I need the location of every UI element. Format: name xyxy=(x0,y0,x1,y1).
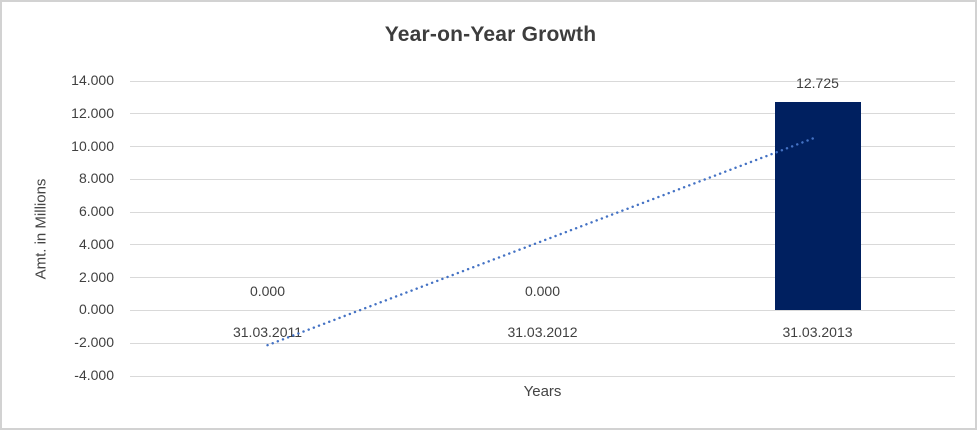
gridline xyxy=(130,113,955,115)
x-tick-label: 31.03.2011 xyxy=(232,324,303,340)
data-label: 12.725 xyxy=(796,74,839,91)
y-tick-label: 8.000 xyxy=(78,170,114,187)
x-tick-label: 31.03.2012 xyxy=(507,324,578,340)
chart-title: Year-on-Year Growth xyxy=(384,23,597,46)
y-tick-label: 6.000 xyxy=(78,203,114,220)
y-tick-label: -4.000 xyxy=(74,367,114,383)
y-tick-label: 14.000 xyxy=(71,72,114,88)
bar-31.03.2013 xyxy=(774,101,861,311)
data-label: 0.000 xyxy=(249,283,286,300)
gridline xyxy=(130,342,955,344)
y-tick-label: 12.000 xyxy=(71,104,114,121)
y-tick-label: 4.000 xyxy=(78,235,114,252)
y-tick-label: -2.000 xyxy=(74,334,114,351)
gridline xyxy=(130,80,955,82)
x-tick-label: 31.03.2013 xyxy=(782,324,853,340)
data-label: 0.000 xyxy=(524,283,561,300)
gridline xyxy=(130,375,955,377)
trendline-path xyxy=(266,135,819,347)
y-tick-label: 2.000 xyxy=(78,268,114,285)
y-axis-title: Amt. in Millions xyxy=(32,178,50,280)
y-tick-label: 10.000 xyxy=(71,137,114,154)
y-tick-label: 0.000 xyxy=(78,301,114,318)
x-axis-title: Years xyxy=(523,383,562,400)
